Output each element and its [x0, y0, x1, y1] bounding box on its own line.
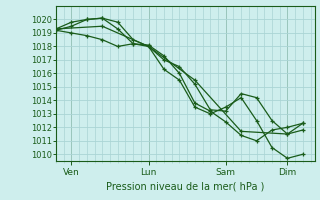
X-axis label: Pression niveau de la mer( hPa ): Pression niveau de la mer( hPa )	[107, 181, 265, 191]
